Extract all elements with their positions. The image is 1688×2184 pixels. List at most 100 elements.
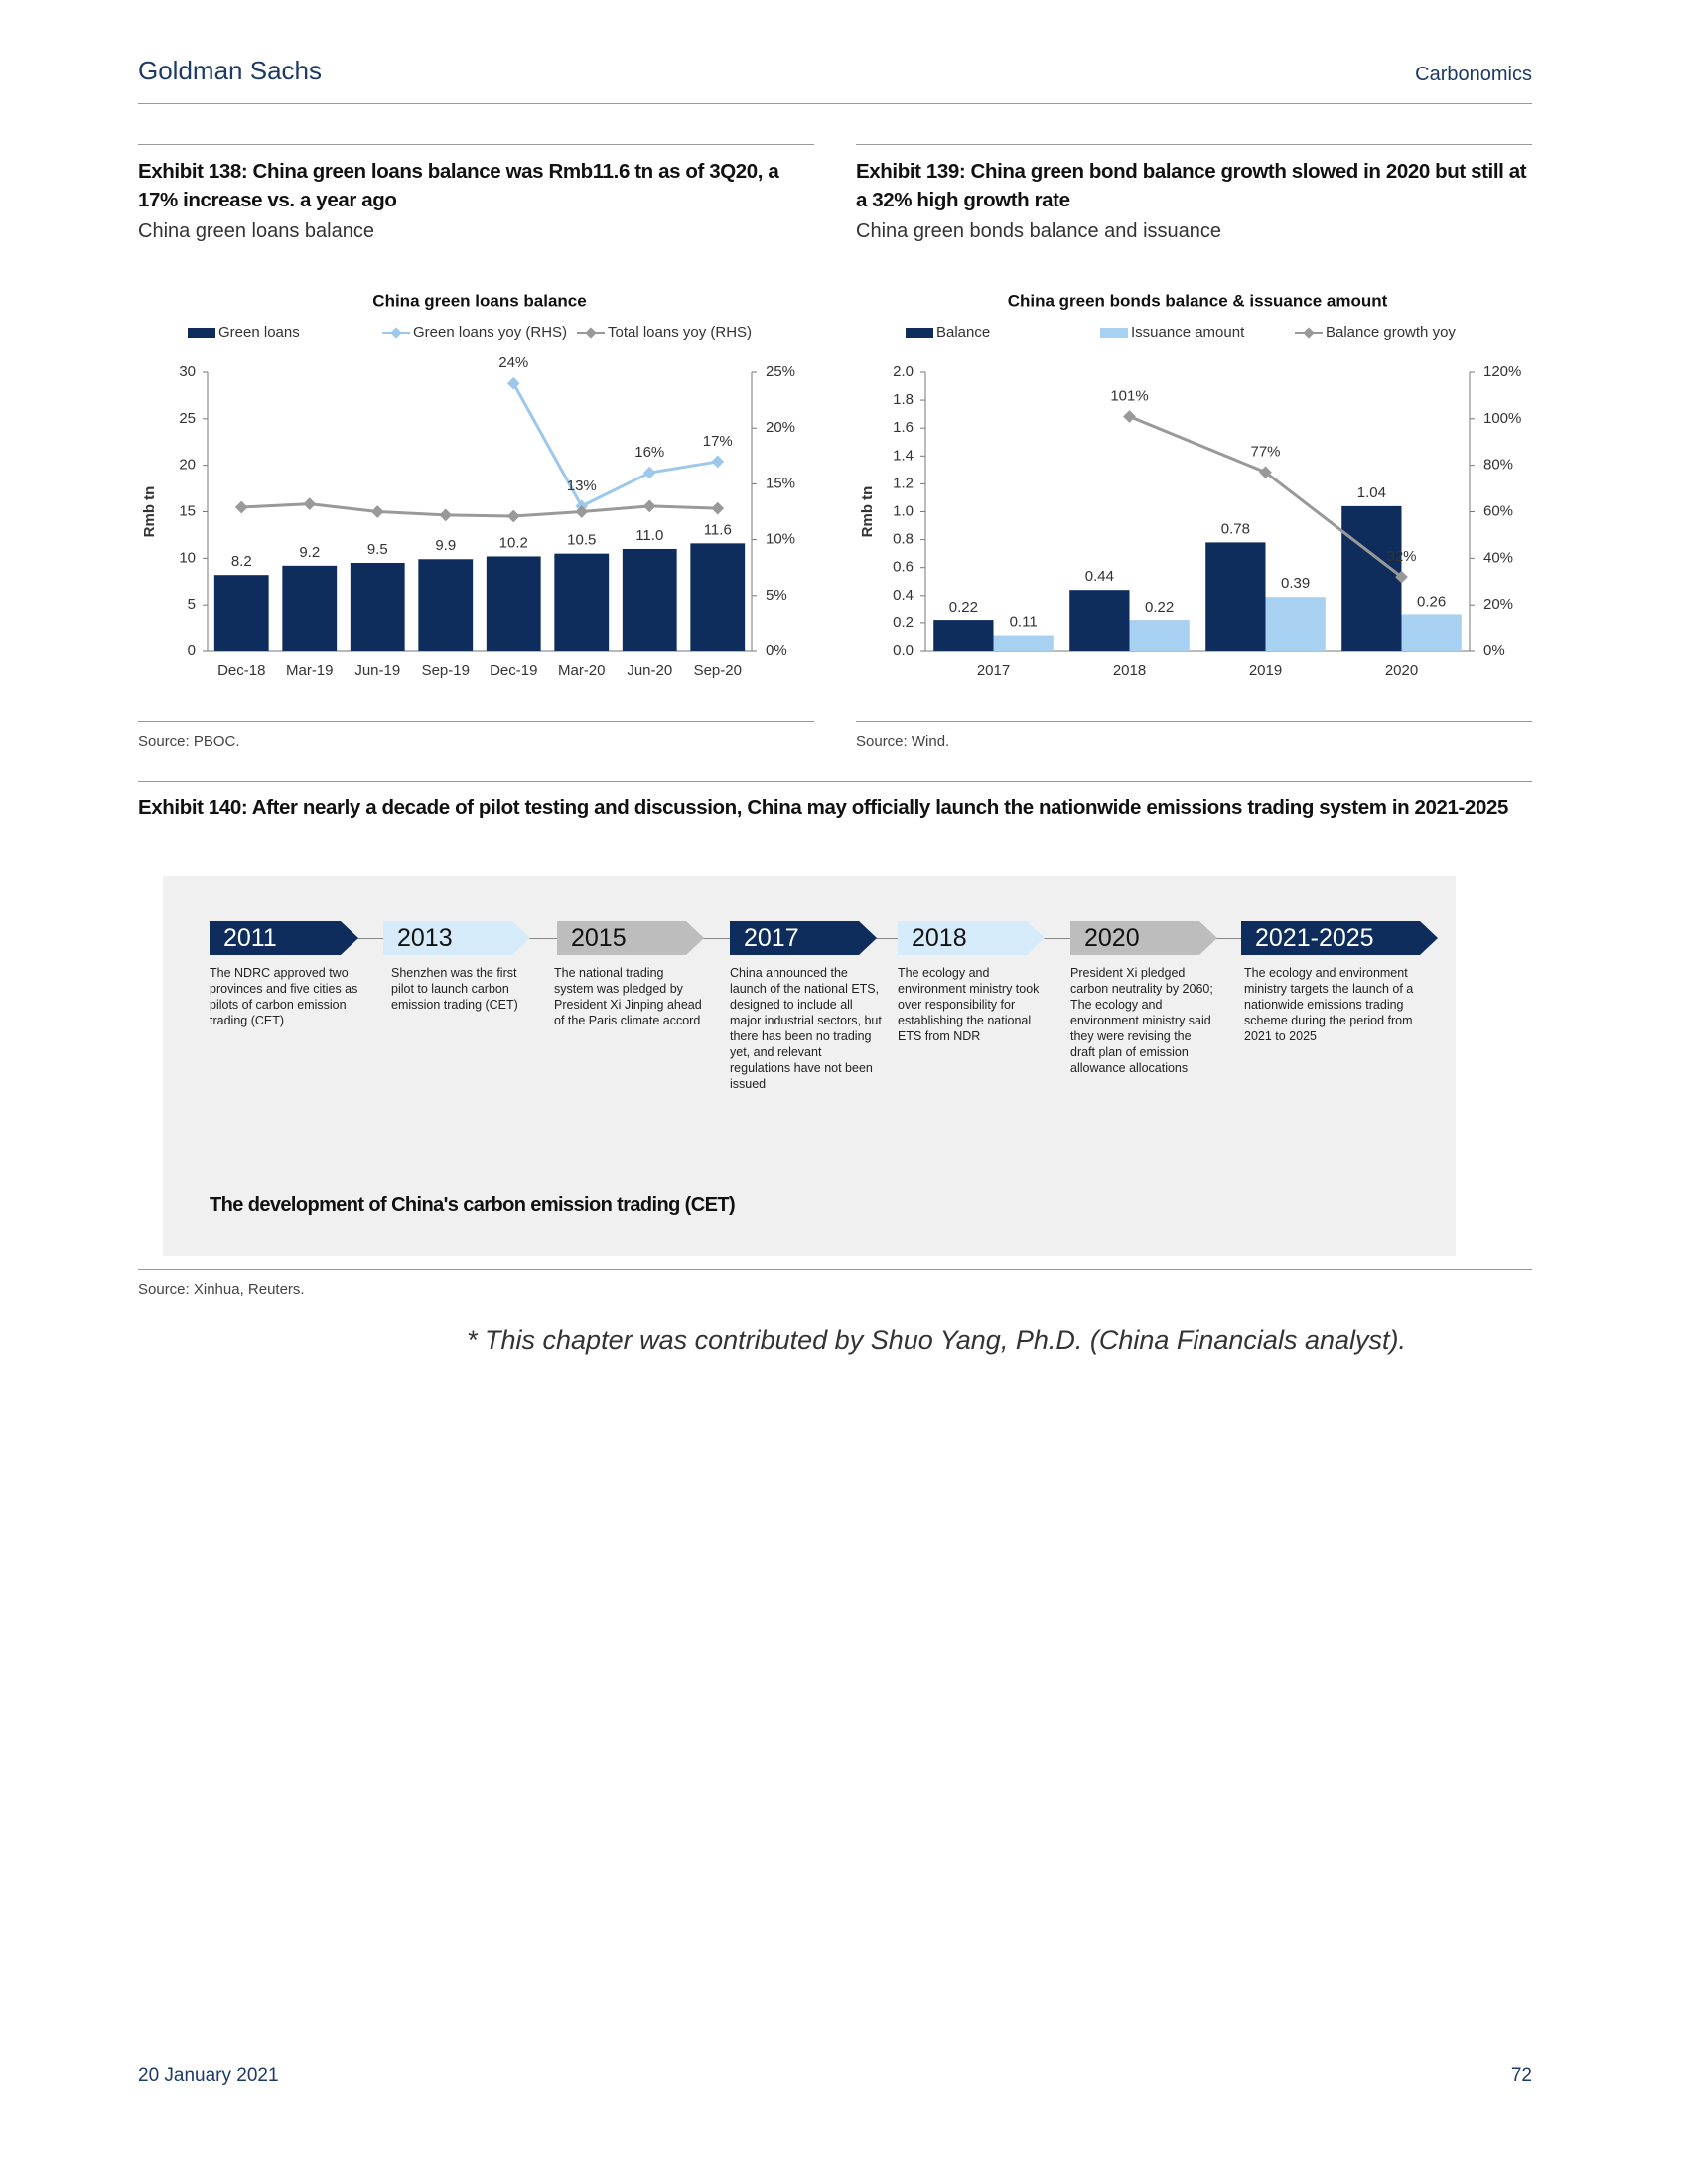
timeline-caption: The development of China's carbon emissi… bbox=[210, 1194, 736, 1216]
legend-swatch bbox=[585, 327, 597, 339]
legend-label: Green loans bbox=[218, 324, 300, 341]
y-tick-label: 1.6 bbox=[893, 419, 914, 436]
exhibit-title: Exhibit 138: China green loans balance w… bbox=[138, 160, 779, 211]
line-marker bbox=[303, 497, 317, 510]
bar bbox=[418, 559, 474, 651]
bar bbox=[690, 543, 746, 651]
y2-tick-label: 15% bbox=[766, 475, 795, 491]
y-axis-label: Rmb tn bbox=[859, 486, 876, 538]
brand: Goldman Sachs bbox=[138, 56, 322, 85]
timeline-year: 2021-2025 bbox=[1241, 921, 1438, 955]
connector bbox=[1206, 938, 1246, 939]
legend-swatch bbox=[906, 328, 933, 338]
y2-tick-label: 40% bbox=[1483, 549, 1513, 566]
rule bbox=[138, 144, 814, 145]
x-tick-label: 2018 bbox=[1113, 662, 1146, 679]
data-label: 17% bbox=[703, 433, 733, 450]
chart-title: China green bonds balance & issuance amo… bbox=[1008, 291, 1388, 310]
section: Carbonomics bbox=[1415, 64, 1532, 85]
connector bbox=[521, 938, 561, 939]
bar bbox=[993, 635, 1054, 651]
y-tick-label: 0.8 bbox=[893, 531, 914, 548]
rule bbox=[856, 144, 1532, 145]
bar bbox=[1069, 590, 1130, 651]
y2-tick-label: 0% bbox=[766, 642, 787, 659]
line-marker bbox=[642, 466, 656, 479]
y2-tick-label: 60% bbox=[1483, 502, 1513, 519]
y-tick-label: 0.6 bbox=[893, 559, 914, 576]
timeline-year: 2011 bbox=[210, 921, 358, 955]
note: * This chapter was contributed by Shuo Y… bbox=[467, 1325, 1406, 1355]
y2-tick-label: 10% bbox=[766, 531, 795, 548]
timeline-year: 2013 bbox=[383, 921, 530, 955]
legend-swatch bbox=[1100, 328, 1128, 338]
y-tick-label: 0.2 bbox=[893, 614, 914, 631]
y-tick-label: 0 bbox=[188, 642, 196, 659]
x-tick-label: 2017 bbox=[977, 662, 1010, 679]
data-label: 0.44 bbox=[1085, 568, 1114, 585]
x-tick-label: Jun-20 bbox=[627, 662, 672, 679]
source: Source: PBOC. bbox=[138, 733, 240, 750]
y2-tick-label: 120% bbox=[1483, 363, 1521, 380]
y-tick-label: 15 bbox=[179, 502, 196, 519]
bar bbox=[213, 575, 269, 651]
bar bbox=[486, 556, 541, 651]
line-marker bbox=[370, 505, 384, 518]
connector bbox=[348, 938, 387, 939]
x-tick-label: Dec-19 bbox=[490, 662, 537, 679]
bar bbox=[622, 548, 677, 651]
y-tick-label: 20 bbox=[179, 457, 196, 474]
y-tick-label: 10 bbox=[179, 549, 196, 566]
source: Source: Wind. bbox=[856, 733, 950, 750]
chart-title: China green loans balance bbox=[372, 291, 586, 310]
legend-swatch bbox=[188, 328, 215, 338]
legend-label: Green loans yoy (RHS) bbox=[413, 324, 567, 341]
footer-date: 20 January 2021 bbox=[138, 2065, 279, 2086]
line-marker bbox=[234, 500, 248, 514]
header-rule bbox=[138, 103, 1532, 104]
legend-swatch bbox=[390, 327, 402, 339]
x-tick-label: 2019 bbox=[1249, 662, 1282, 679]
data-label: 101% bbox=[1110, 387, 1148, 404]
timeline-year: 2015 bbox=[557, 921, 704, 955]
data-label: 0.11 bbox=[1010, 614, 1038, 631]
data-label: 9.5 bbox=[367, 541, 388, 558]
data-label: 8.2 bbox=[231, 553, 252, 570]
y2-tick-label: 25% bbox=[766, 363, 795, 380]
y-tick-label: 30 bbox=[179, 363, 196, 380]
rule bbox=[138, 721, 814, 722]
y-axis-label: Rmb tn bbox=[141, 486, 158, 538]
data-label: 32% bbox=[1386, 548, 1416, 565]
line-marker bbox=[439, 508, 453, 522]
line-marker bbox=[506, 376, 520, 390]
bar bbox=[933, 620, 994, 651]
line bbox=[241, 502, 718, 518]
legend-label: Total loans yoy (RHS) bbox=[608, 324, 752, 341]
source: Source: Xinhua, Reuters. bbox=[138, 1281, 305, 1297]
timeline-text: Shenzhen was the first pilot to launch c… bbox=[391, 966, 518, 1012]
chart: China green bonds balance & issuance amo… bbox=[859, 291, 1521, 679]
exhibit-subtitle: China green bonds balance and issuance bbox=[856, 220, 1222, 242]
timeline-text: The national trading system was pledged … bbox=[554, 966, 702, 1027]
timeline-text: The ecology and environment ministry tar… bbox=[1244, 966, 1414, 1043]
data-label: 0.22 bbox=[1145, 599, 1174, 615]
data-label: 11.0 bbox=[635, 527, 663, 544]
x-tick-label: Sep-19 bbox=[422, 662, 470, 679]
data-label: 1.04 bbox=[1357, 484, 1386, 501]
exhibit-title: Exhibit 140: After nearly a decade of pi… bbox=[138, 796, 1508, 819]
bar bbox=[554, 553, 610, 651]
bar bbox=[1129, 620, 1190, 651]
y-tick-label: 5 bbox=[188, 596, 196, 613]
bar bbox=[1265, 597, 1326, 651]
bar bbox=[350, 563, 405, 651]
x-tick-label: Mar-20 bbox=[558, 662, 606, 679]
line bbox=[511, 382, 718, 508]
data-label: 9.2 bbox=[299, 544, 320, 561]
line-marker bbox=[642, 499, 656, 513]
data-label: 16% bbox=[634, 444, 664, 461]
data-label: 10.5 bbox=[567, 532, 596, 549]
chart: China green loans balance Rmb tn 0 5 10 15 20 2… bbox=[141, 291, 795, 679]
legend-label: Balance bbox=[936, 324, 990, 341]
y2-tick-label: 0% bbox=[1483, 642, 1505, 659]
timeline-text: The ecology and environment ministry too… bbox=[898, 966, 1040, 1043]
